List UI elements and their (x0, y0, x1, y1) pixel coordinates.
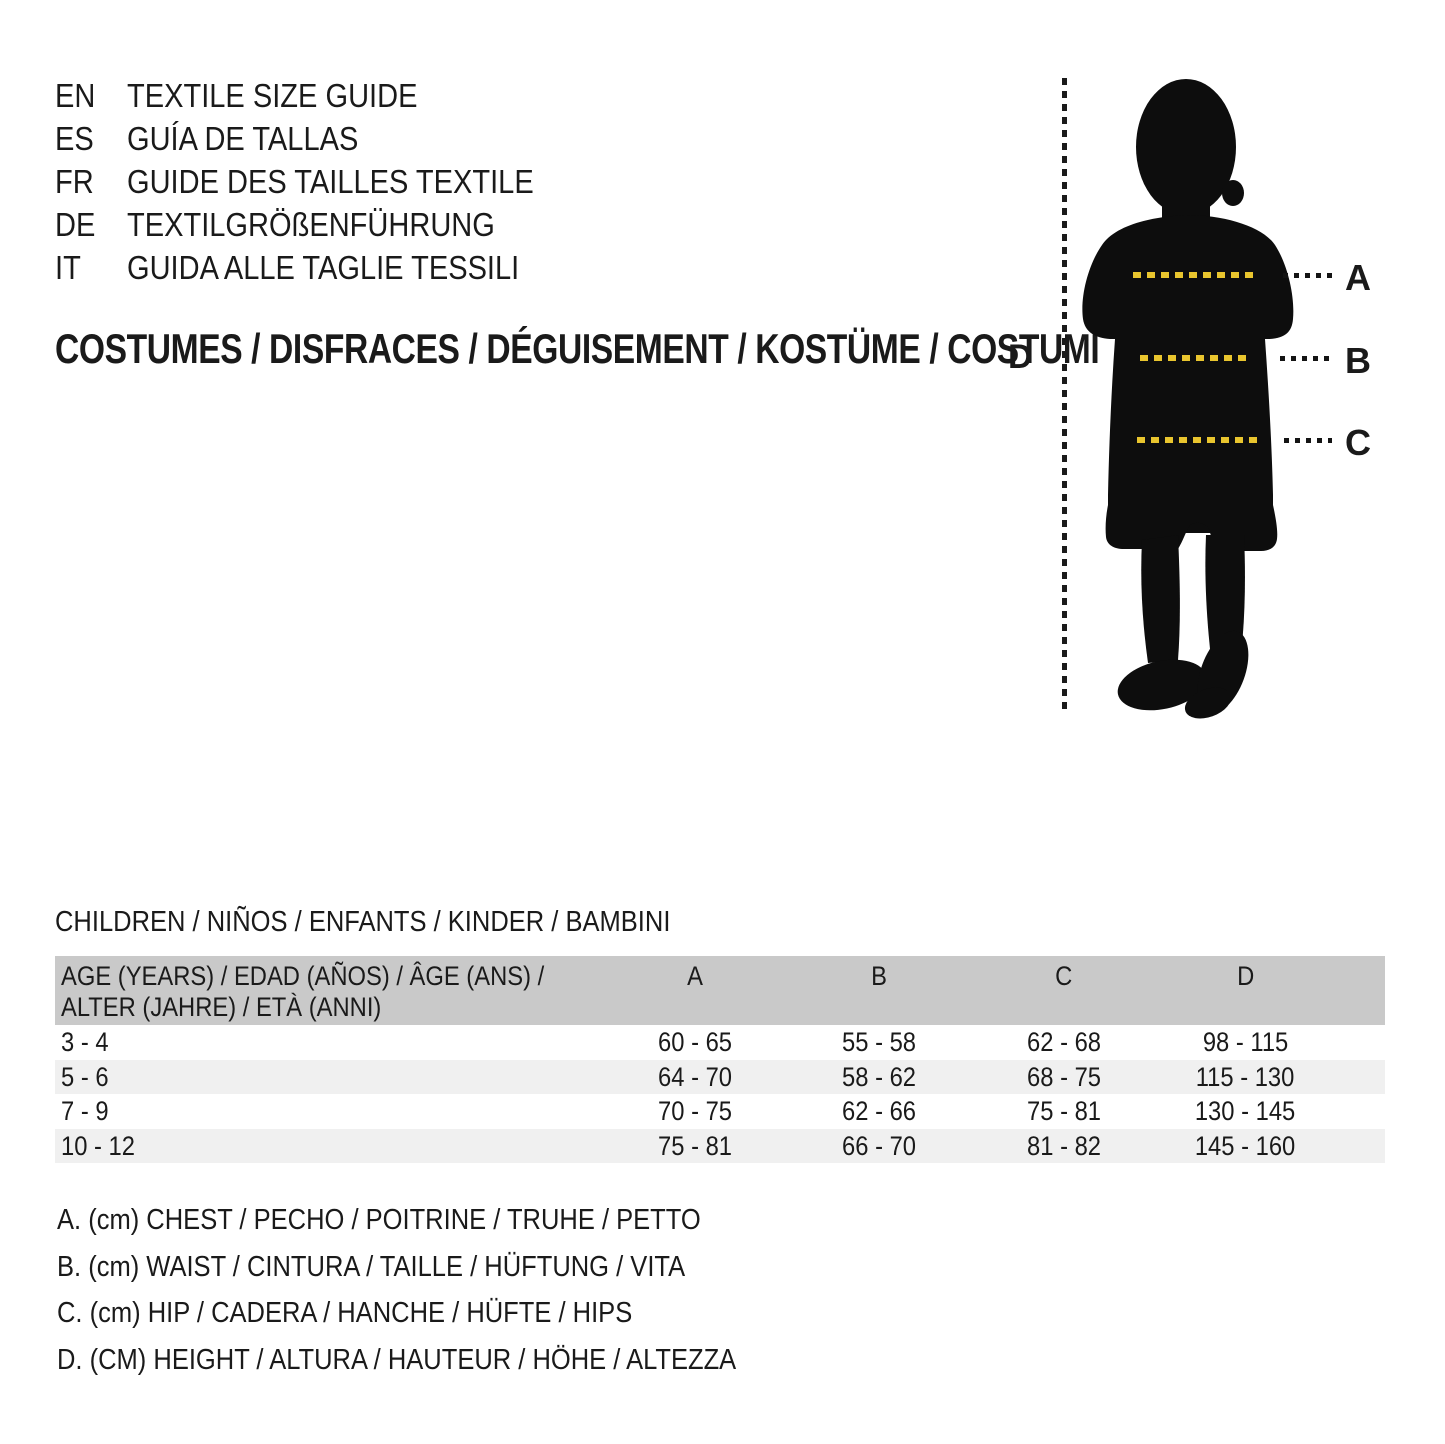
measurement-legend: A. (cm) CHEST / PECHO / POITRINE / TRUHE… (57, 1197, 829, 1383)
language-row-de: DE TEXTILGRÖßENFÜHRUNG (55, 203, 589, 246)
silhouette-torso (1082, 215, 1294, 533)
silhouette-ear (1222, 180, 1244, 206)
height-cell: 145 - 160 (1195, 1130, 1296, 1161)
age-cell: 5 - 6 (61, 1061, 109, 1092)
height-cell: 98 - 115 (1202, 1027, 1289, 1057)
chest-cell: 64 - 70 (658, 1061, 732, 1092)
hip-cell: 81 - 82 (1027, 1130, 1101, 1161)
connector-dots-a (1283, 273, 1333, 278)
age-cell: 3 - 4 (61, 1027, 109, 1057)
language-row-fr: FR GUIDE DES TAILLES TEXTILE (55, 160, 589, 203)
chest-cell: 70 - 75 (658, 1096, 732, 1126)
column-header-a: A (687, 961, 703, 991)
language-code: FR (55, 162, 94, 200)
waist-cell: 58 - 62 (842, 1061, 916, 1092)
silhouette-head (1136, 79, 1236, 215)
section-title-children: CHILDREN / NIÑOS / ENFANTS / KINDER / BA… (55, 906, 671, 938)
table-row: 10 - 12 75 - 81 66 - 70 81 - 82 145 - 16… (55, 1128, 1385, 1163)
chest-cell: 75 - 81 (658, 1130, 732, 1161)
column-header-b: B (871, 961, 887, 991)
waist-cell: 62 - 66 (842, 1096, 916, 1126)
size-table: AGE (YEARS) / EDAD (AÑOS) / ÂGE (ANS) / … (55, 956, 1385, 1163)
child-silhouette-figure (1082, 79, 1294, 719)
table-row: 5 - 6 64 - 70 58 - 62 68 - 75 115 - 130 (55, 1059, 1385, 1094)
language-label: GUIDE DES TAILLES TEXTILE (127, 162, 534, 200)
hip-cell: 62 - 68 (1027, 1027, 1101, 1057)
language-row-it: IT GUIDA ALLE TAGLIE TESSILI (55, 246, 589, 289)
chest-cell: 60 - 65 (658, 1027, 732, 1057)
age-column-header: AGE (YEARS) / EDAD (AÑOS) / ÂGE (ANS) / … (61, 961, 545, 1022)
age-cell: 10 - 12 (61, 1130, 135, 1161)
waist-dashed-line-b (1140, 355, 1250, 361)
measure-label-b: B (1345, 340, 1371, 381)
silhouette-right-shoe-toe (1184, 687, 1232, 719)
height-dotted-line-d (1062, 78, 1067, 714)
connector-dots-b (1280, 356, 1332, 361)
legend-line-d: D. (CM) HEIGHT / ALTURA / HAUTEUR / HÖHE… (57, 1343, 737, 1376)
legend-line-b: B. (cm) WAIST / CINTURA / TAILLE / HÜFTU… (57, 1250, 686, 1283)
language-label: GUÍA DE TALLAS (127, 119, 359, 157)
waist-cell: 66 - 70 (842, 1130, 916, 1161)
language-code: DE (55, 205, 96, 243)
column-header-d: D (1236, 961, 1255, 991)
language-code: ES (55, 119, 94, 157)
silhouette-left-leg (1141, 535, 1180, 663)
legend-line-a: A. (cm) CHEST / PECHO / POITRINE / TRUHE… (57, 1204, 701, 1236)
height-cell: 130 - 145 (1195, 1096, 1296, 1126)
age-cell: 7 - 9 (61, 1096, 109, 1126)
language-label: TEXTILE SIZE GUIDE (127, 76, 418, 114)
hip-cell: 68 - 75 (1027, 1061, 1101, 1092)
category-title: COSTUMES / DISFRACES / DÉGUISEMENT / KOS… (55, 325, 1100, 372)
hip-cell: 75 - 81 (1027, 1096, 1101, 1126)
waist-cell: 55 - 58 (842, 1027, 916, 1057)
table-header-row: AGE (YEARS) / EDAD (AÑOS) / ÂGE (ANS) / … (55, 956, 1385, 1025)
silhouette-left-shoe (1117, 659, 1207, 711)
table-row: 3 - 4 60 - 65 55 - 58 62 - 68 98 - 115 (55, 1025, 1385, 1060)
chest-dashed-line-a (1133, 272, 1255, 278)
language-list: EN TEXTILE SIZE GUIDE ES GUÍA DE TALLAS … (55, 74, 589, 289)
table-row: 7 - 9 70 - 75 62 - 66 75 - 81 130 - 145 (55, 1094, 1385, 1129)
measure-label-c: C (1345, 422, 1371, 463)
language-row-en: EN TEXTILE SIZE GUIDE (55, 74, 589, 117)
measure-label-a: A (1345, 257, 1371, 298)
hip-dashed-line-c (1137, 437, 1257, 443)
language-row-es: ES GUÍA DE TALLAS (55, 117, 589, 160)
measure-label-d: D (1008, 338, 1033, 376)
language-label: TEXTILGRÖßENFÜHRUNG (127, 205, 495, 243)
language-code: EN (55, 76, 96, 114)
height-cell: 115 - 130 (1196, 1061, 1295, 1092)
language-code: IT (55, 248, 81, 286)
connector-dots-c (1284, 438, 1332, 443)
column-header-c: C (1055, 961, 1073, 991)
language-label: GUIDA ALLE TAGLIE TESSILI (127, 248, 520, 286)
legend-line-c: C. (cm) HIP / CADERA / HANCHE / HÜFTE / … (57, 1297, 633, 1329)
